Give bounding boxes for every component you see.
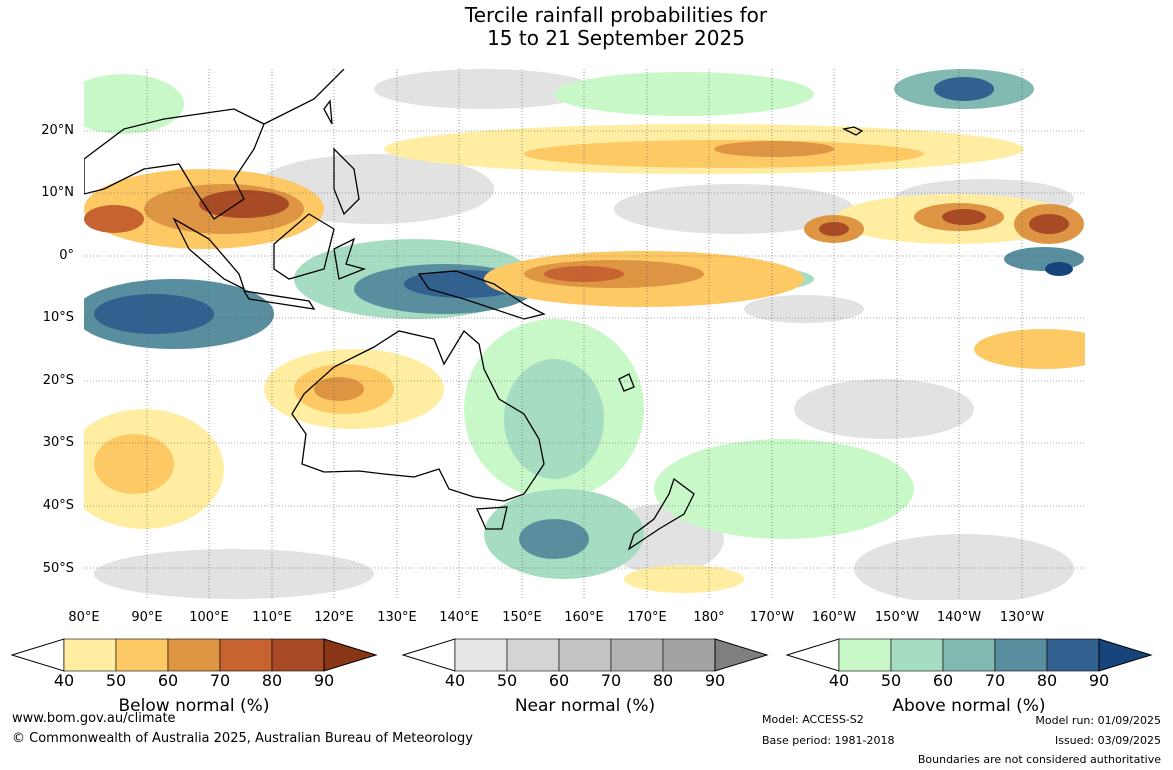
- footer-copyright: © Commonwealth of Australia 2025, Austra…: [12, 731, 473, 746]
- lon-label-180: 180°: [693, 610, 725, 625]
- cb-near-tick-90: 90: [704, 671, 726, 690]
- lon-label-100e: 100°E: [189, 610, 229, 625]
- colorbar-near-normal: [401, 638, 769, 672]
- graticule: [84, 69, 1085, 600]
- rainfall-probability-map: [84, 69, 1085, 600]
- cb-above-tick-40: 40: [828, 671, 850, 690]
- colorbar-above-normal: [785, 638, 1153, 672]
- cb-above-tick-70: 70: [984, 671, 1006, 690]
- lat-label-10s: 10°S: [42, 310, 74, 325]
- title-line-2: 15 to 21 September 2025: [487, 26, 745, 50]
- new-guinea-coastline: [417, 270, 546, 320]
- cb-below-tick-50: 50: [105, 671, 127, 690]
- lon-label-160e: 160°E: [564, 610, 604, 625]
- java-coastline: [242, 290, 316, 310]
- southeast-asia-coastline: [84, 108, 265, 220]
- cb-below-tick-70: 70: [209, 671, 231, 690]
- colorbar-below-normal: [10, 638, 378, 672]
- lat-label-10n: 10°N: [41, 185, 74, 200]
- below-normal-areas: [84, 124, 1085, 593]
- tasmania-coastline: [476, 506, 508, 530]
- lat-label-30s: 30°S: [42, 435, 74, 450]
- cb-near-tick-50: 50: [496, 671, 518, 690]
- footer-base-period: Base period: 1981-2018: [762, 734, 895, 747]
- lat-label-50s: 50°S: [42, 561, 74, 576]
- lon-label-150e: 150°E: [502, 610, 542, 625]
- colorbar-above-normal-title: Above normal (%): [892, 696, 1046, 716]
- lon-label-160w: 160°W: [811, 610, 857, 625]
- lon-label-110e: 110°E: [252, 610, 292, 625]
- lon-label-140w: 140°W: [936, 610, 982, 625]
- lon-label-150w: 150°W: [874, 610, 920, 625]
- borneo-coastline: [273, 213, 335, 280]
- cb-below-tick-40: 40: [53, 671, 75, 690]
- probability-fields: [84, 69, 1085, 600]
- lon-label-170e: 170°E: [627, 610, 667, 625]
- footer-website: www.bom.gov.au/climate: [12, 711, 176, 726]
- cb-near-tick-60: 60: [548, 671, 570, 690]
- title-line-1: Tercile rainfall probabilities for: [464, 3, 768, 27]
- footer-model: Model: ACCESS-S2: [762, 713, 864, 726]
- cb-above-tick-90: 90: [1088, 671, 1110, 690]
- footer-issued: Issued: 03/09/2025: [1054, 734, 1161, 747]
- lon-label-140e: 140°E: [439, 610, 479, 625]
- colorbar-near-normal-title: Near normal (%): [514, 696, 656, 716]
- lon-label-120e: 120°E: [314, 610, 354, 625]
- china-coastline: [263, 69, 345, 125]
- map-svg: [84, 69, 1085, 600]
- cb-above-tick-50: 50: [880, 671, 902, 690]
- sumatra-coastline: [172, 217, 246, 291]
- lat-label-40s: 40°S: [42, 498, 74, 513]
- cb-above-tick-60: 60: [932, 671, 954, 690]
- footer-model-run: Model run: 01/09/2025: [1035, 714, 1161, 727]
- lat-label-20s: 20°S: [42, 373, 74, 388]
- philippines-coastline: [333, 147, 360, 216]
- new-zealand-coastline: [627, 477, 695, 551]
- australia-coastline: [291, 330, 545, 502]
- cb-near-tick-40: 40: [444, 671, 466, 690]
- cb-above-tick-80: 80: [1036, 671, 1058, 690]
- cb-near-tick-80: 80: [652, 671, 674, 690]
- lat-label-equator: 0°: [59, 248, 74, 263]
- cb-below-tick-60: 60: [157, 671, 179, 690]
- footer-disclaimer: Boundaries are not considered authoritat…: [917, 753, 1161, 766]
- lon-label-170w: 170°W: [749, 610, 795, 625]
- coastlines: [84, 69, 864, 551]
- lon-label-80e: 80°E: [68, 610, 100, 625]
- taiwan-coastline: [323, 99, 333, 125]
- above-normal-areas: [84, 69, 1084, 579]
- cb-near-tick-70: 70: [600, 671, 622, 690]
- sulawesi-coastline: [333, 237, 367, 280]
- lon-label-90e: 90°E: [131, 610, 163, 625]
- lat-label-20n: 20°N: [41, 123, 74, 138]
- lon-label-130w: 130°W: [999, 610, 1045, 625]
- colorbars: [10, 638, 1153, 672]
- map-title: Tercile rainfall probabilities for 15 to…: [0, 4, 1173, 50]
- colorbar-below-normal-title: Below normal (%): [118, 696, 270, 716]
- lon-label-130e: 130°E: [377, 610, 417, 625]
- cb-below-tick-90: 90: [313, 671, 335, 690]
- fiji-coastline: [618, 373, 635, 392]
- cb-below-tick-80: 80: [261, 671, 283, 690]
